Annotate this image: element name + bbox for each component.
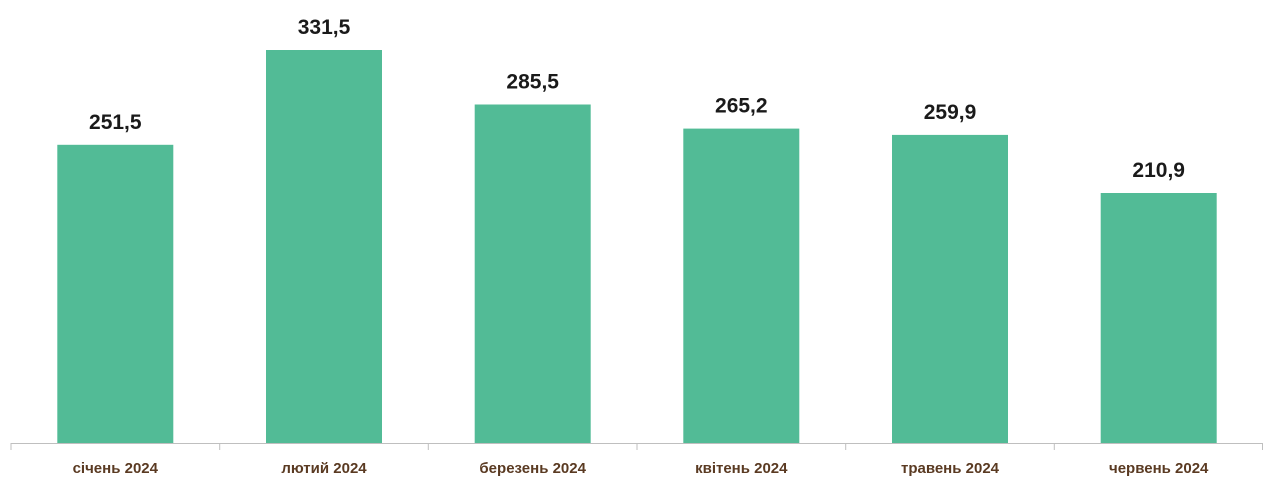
bars-group <box>57 50 1217 444</box>
bar <box>57 144 174 444</box>
x-axis-tick-label: травень 2024 <box>901 460 1000 477</box>
bar-value-label: 265,2 <box>715 95 768 118</box>
bar-value-label: 210,9 <box>1132 159 1185 182</box>
x-axis-tick-label: січень 2024 <box>73 460 159 477</box>
x-axis-tick-label: квітень 2024 <box>695 460 788 477</box>
bar <box>683 128 800 443</box>
bar-value-label: 251,5 <box>89 111 142 134</box>
x-axis-tick-label: червень 2024 <box>1109 460 1209 477</box>
bar-value-label: 285,5 <box>506 71 559 94</box>
x-axis-tick-label: березень 2024 <box>479 460 586 477</box>
category-labels-group: січень 2024 лютий 2024 березень 2024 квітен… <box>73 460 1209 477</box>
value-labels-group: 251,5 331,5 285,5 265,2 259,9 210,9 <box>89 16 1185 182</box>
bar-value-label: 331,5 <box>298 16 351 39</box>
x-axis <box>10 443 1263 450</box>
bar <box>892 134 1008 443</box>
bar <box>474 104 591 443</box>
x-axis-tick-label: лютий 2024 <box>281 460 367 477</box>
bar <box>1100 193 1217 443</box>
bar <box>266 50 382 443</box>
bar-value-label: 259,9 <box>924 101 977 124</box>
